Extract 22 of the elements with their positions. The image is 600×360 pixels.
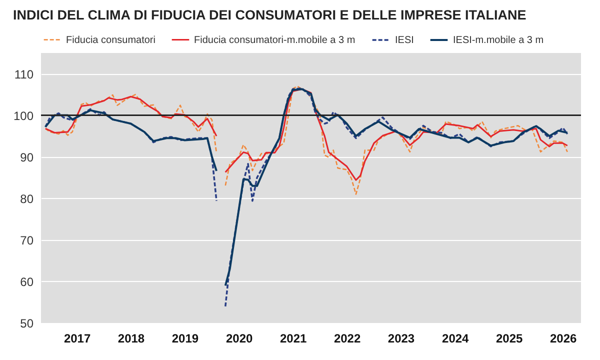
legend-label: Fiducia consumatori [66, 34, 156, 46]
y-tick-label: 80 [20, 192, 34, 206]
x-tick-label: 2021 [280, 332, 307, 346]
legend-label: IESI [395, 35, 414, 46]
legend-label: Fiducia consumatori-m.mobile a 3 m [194, 34, 356, 46]
y-tick-label: 70 [20, 233, 34, 248]
y-tick-label: 90 [20, 150, 34, 164]
chart-title: INDICI DEL CLIMA DI FIDUCIA DEI CONSUMATORI E DELLE IMPRESE ITALIANE [12, 8, 526, 22]
legend-label: IESI-m.mobile a 3 m [453, 35, 544, 46]
x-tick-label: 2019 [172, 332, 199, 346]
x-tick-label: 2023 [388, 332, 415, 346]
x-tick-label: 2024 [442, 332, 470, 346]
x-tick-label: 2020 [226, 332, 254, 346]
x-tick-label: 2018 [118, 332, 145, 346]
x-tick-label: 2022 [334, 332, 361, 346]
y-tick-label: 50 [20, 316, 34, 330]
y-tick-label: 60 [20, 274, 34, 289]
x-tick-label: 2017 [64, 332, 91, 346]
x-tick-label: 2025 [496, 332, 524, 346]
y-tick-label: 100 [13, 108, 34, 123]
y-tick-label: 110 [14, 67, 34, 82]
x-tick-label: 2026 [550, 332, 577, 346]
